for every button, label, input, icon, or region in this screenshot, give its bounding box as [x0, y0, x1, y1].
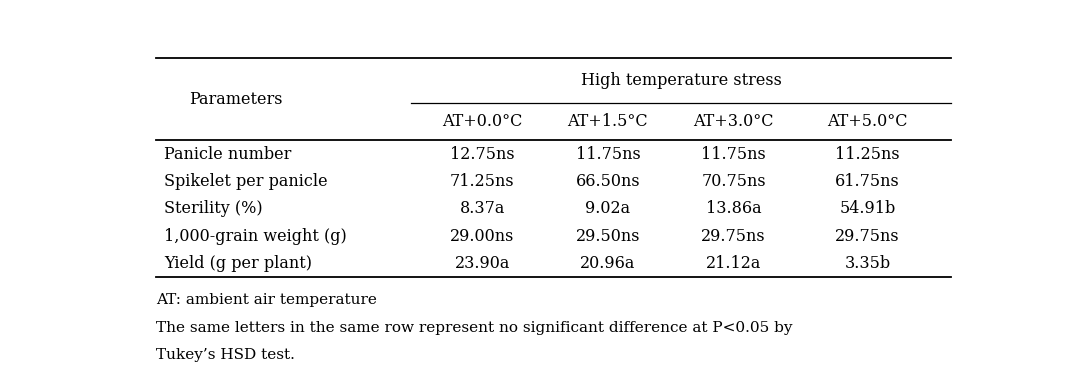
Text: 29.00ns: 29.00ns [450, 228, 514, 245]
Text: 1,000-grain weight (g): 1,000-grain weight (g) [164, 228, 347, 245]
Text: High temperature stress: High temperature stress [581, 72, 782, 89]
Text: 11.75ns: 11.75ns [576, 146, 640, 162]
Text: 21.12a: 21.12a [705, 255, 761, 272]
Text: 13.86a: 13.86a [705, 200, 761, 217]
Text: AT+3.0°C: AT+3.0°C [693, 113, 773, 130]
Text: 29.75ns: 29.75ns [701, 228, 766, 245]
Text: Sterility (%): Sterility (%) [164, 200, 262, 217]
Text: 20.96a: 20.96a [580, 255, 636, 272]
Text: 8.37a: 8.37a [460, 200, 505, 217]
Text: 61.75ns: 61.75ns [835, 173, 900, 190]
Text: 29.75ns: 29.75ns [835, 228, 900, 245]
Text: AT+1.5°C: AT+1.5°C [568, 113, 648, 130]
Text: 11.25ns: 11.25ns [835, 146, 900, 162]
Text: AT+0.0°C: AT+0.0°C [442, 113, 523, 130]
Text: AT+5.0°C: AT+5.0°C [827, 113, 907, 130]
Text: 9.02a: 9.02a [585, 200, 631, 217]
Text: Yield (g per plant): Yield (g per plant) [164, 255, 312, 272]
Text: Spikelet per panicle: Spikelet per panicle [164, 173, 328, 190]
Text: 23.90a: 23.90a [455, 255, 510, 272]
Text: 3.35b: 3.35b [845, 255, 890, 272]
Text: 54.91b: 54.91b [839, 200, 895, 217]
Text: The same letters in the same row represent no significant difference at P<0.05 b: The same letters in the same row represe… [156, 321, 793, 335]
Text: Tukey’s HSD test.: Tukey’s HSD test. [156, 348, 295, 362]
Text: 70.75ns: 70.75ns [701, 173, 766, 190]
Text: Parameters: Parameters [189, 91, 282, 108]
Text: 29.50ns: 29.50ns [576, 228, 640, 245]
Text: 71.25ns: 71.25ns [450, 173, 515, 190]
Text: Panicle number: Panicle number [164, 146, 292, 162]
Text: 12.75ns: 12.75ns [450, 146, 515, 162]
Text: 11.75ns: 11.75ns [701, 146, 766, 162]
Text: 66.50ns: 66.50ns [576, 173, 640, 190]
Text: AT: ambient air temperature: AT: ambient air temperature [156, 293, 377, 308]
